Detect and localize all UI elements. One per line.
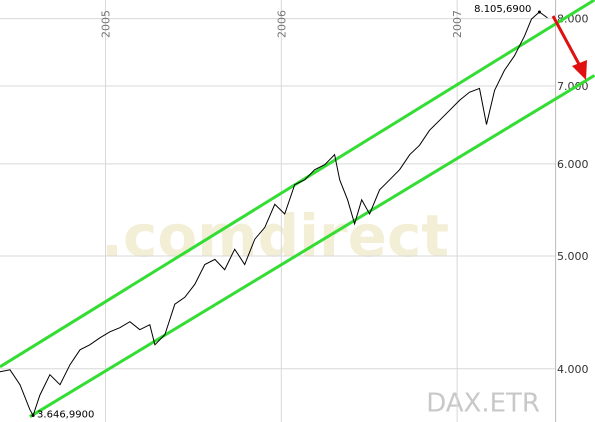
annotation-label: 8.105,6900 bbox=[474, 4, 531, 15]
annotation-point bbox=[31, 413, 35, 417]
x-tick-label: 2005 bbox=[99, 10, 112, 38]
y-tick-label: 4.000 bbox=[557, 363, 589, 376]
y-tick-label: 8.000 bbox=[557, 13, 589, 26]
annotation-point bbox=[537, 10, 541, 14]
annotation-label: 3.646,9900 bbox=[37, 409, 94, 420]
price-line bbox=[0, 11, 548, 417]
watermark: .comdirect bbox=[101, 202, 449, 270]
x-tick-label: 2007 bbox=[451, 10, 464, 38]
y-tick-label: 6.000 bbox=[557, 158, 589, 171]
arrow-head bbox=[572, 60, 587, 80]
symbol: DAX.ETR bbox=[426, 389, 540, 419]
x-tick-label: 2006 bbox=[275, 10, 288, 38]
channel-line bbox=[29, 74, 595, 418]
arrow-shaft bbox=[551, 15, 582, 67]
trend-arrow bbox=[551, 15, 587, 80]
y-tick-label: 5.000 bbox=[557, 250, 589, 263]
